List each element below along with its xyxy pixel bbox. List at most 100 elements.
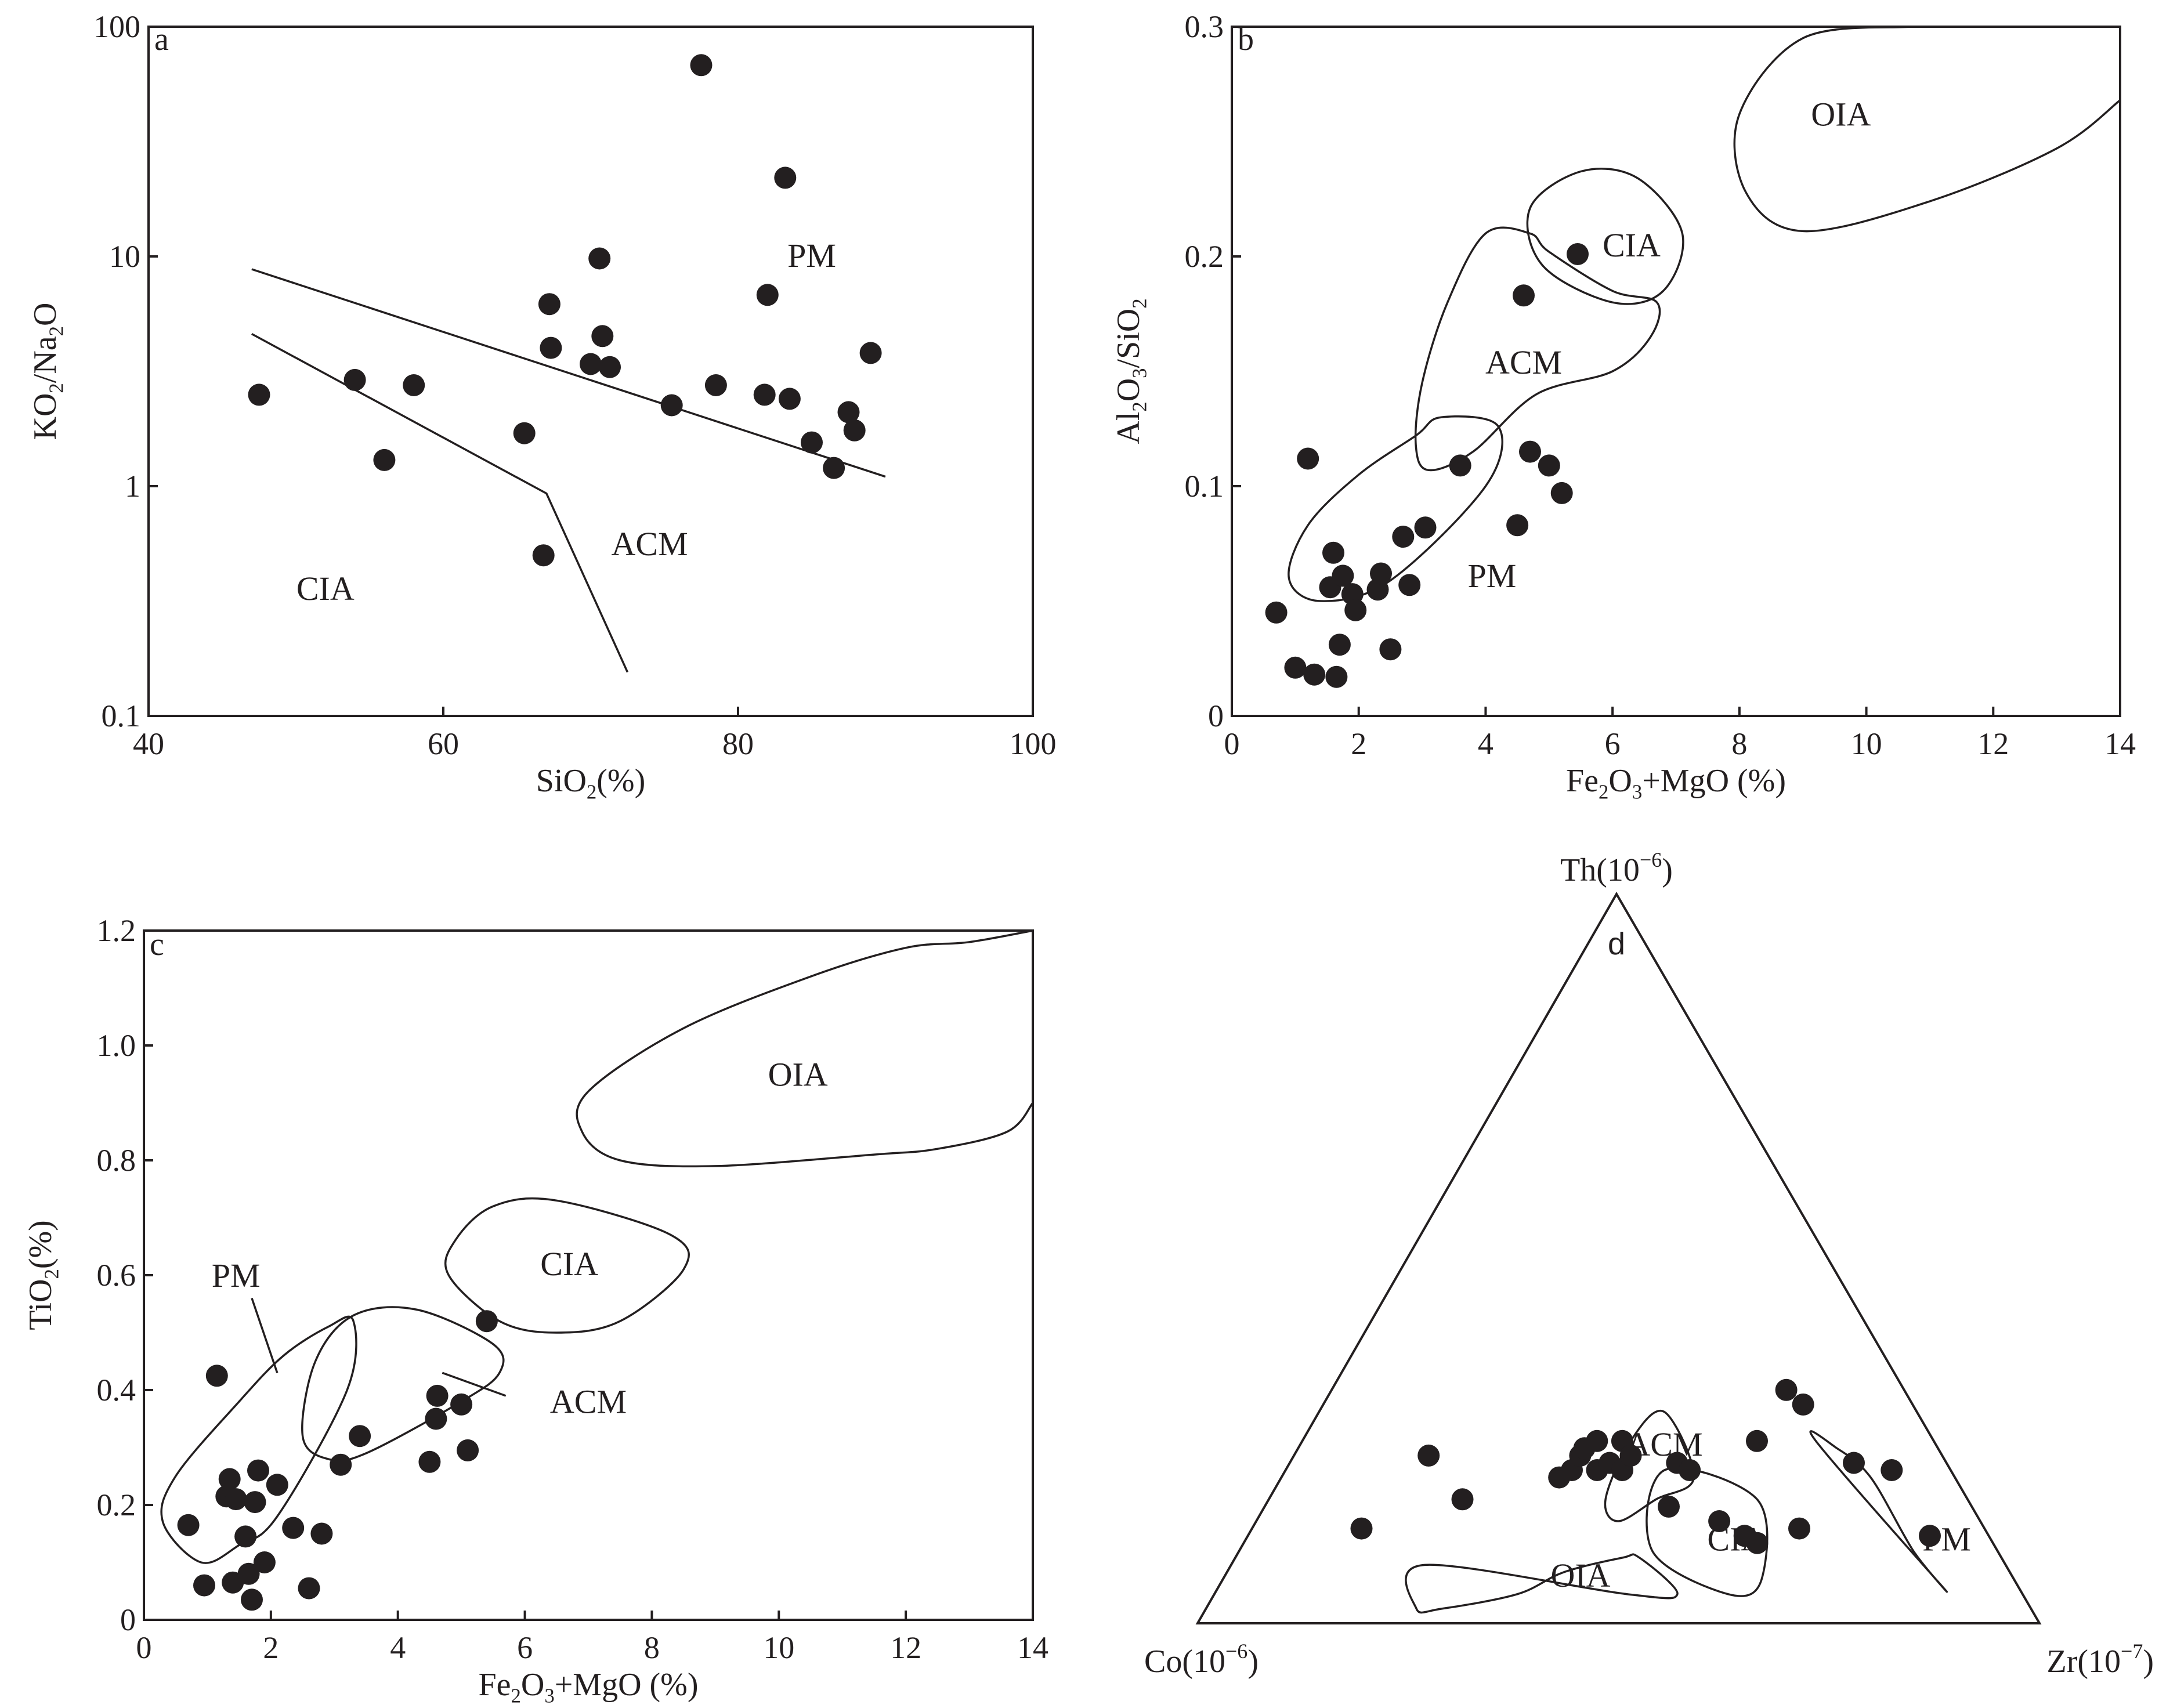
x-tick-label: 2	[263, 1630, 279, 1665]
plot-frame	[1231, 26, 2121, 717]
field-outline-pm	[1809, 1430, 1948, 1593]
data-point	[1506, 514, 1529, 537]
data-point	[756, 284, 779, 306]
y-tick-label: 0.4	[97, 1373, 136, 1407]
field-label-cia: CIA	[540, 1245, 598, 1283]
data-point	[690, 54, 713, 77]
y-tick-label: 1	[125, 469, 140, 504]
boundary-line-lower-boundary	[251, 332, 629, 673]
data-point	[1550, 482, 1573, 504]
plot-frame	[147, 26, 1034, 717]
data-point	[1379, 638, 1402, 661]
data-point	[1392, 526, 1415, 548]
field-label-cia: CIA	[1603, 226, 1661, 264]
x-tick-label: 14	[1017, 1630, 1048, 1665]
data-point	[801, 431, 823, 454]
x-axis-title: Fe2O3+MgO (%)	[1566, 763, 1786, 803]
data-point	[1325, 665, 1348, 688]
x-tick-label: 40	[133, 726, 164, 761]
data-point	[1398, 574, 1421, 596]
panel-c-tio2-vs-fe2o3-mgo: 0 2 4 6 8 10 12 14 0 0.2 0.4 0.6 0.8 1.0 1.2 c Fe2O3+MgO…	[23, 913, 1048, 1707]
panel-letter: c	[150, 927, 164, 962]
data-point	[599, 356, 621, 378]
data-point	[425, 1407, 447, 1430]
panel-letter: b	[1238, 21, 1254, 57]
data-point	[426, 1384, 449, 1407]
ternary-triangle	[1195, 891, 2042, 1624]
data-point	[298, 1577, 320, 1600]
data-point	[1538, 454, 1560, 477]
x-tick-label: 4	[390, 1630, 406, 1665]
x-tick-label: 10	[1851, 726, 1882, 761]
data-point	[403, 374, 425, 396]
data-point	[247, 1459, 269, 1482]
field-label-pm: PM	[212, 1257, 261, 1294]
data-point	[1284, 656, 1307, 679]
panel-letter: d	[1608, 927, 1625, 961]
field-outline-oia	[1405, 1553, 1679, 1614]
data-point	[349, 1425, 371, 1448]
y-tick-label: 1.0	[97, 1028, 136, 1063]
data-point	[282, 1517, 305, 1539]
x-axis-title: Fe2O3+MgO (%)	[479, 1667, 699, 1707]
data-point	[1265, 601, 1288, 624]
boundary-line-upper-boundary	[251, 268, 886, 478]
field-outline-oia	[576, 929, 1034, 1168]
field-label-acm: ACM	[1485, 343, 1562, 381]
data-point	[1449, 454, 1471, 477]
y-tick-label: 0.2	[97, 1488, 136, 1522]
apex-label-left: Co(10−6)	[1144, 1640, 1259, 1680]
field-label-acm: ACM	[612, 525, 688, 563]
y-tick-label: 0.3	[1185, 9, 1224, 44]
y-tick-label: 0.8	[97, 1143, 136, 1178]
label-leader-line	[442, 1372, 507, 1397]
data-point	[1417, 1444, 1440, 1467]
data-point	[244, 1491, 266, 1514]
x-tick-label: 60	[428, 726, 459, 761]
data-point	[778, 388, 801, 410]
field-label-oia: OIA	[1811, 95, 1871, 133]
data-point	[1746, 1532, 1769, 1554]
data-point	[1513, 284, 1535, 307]
data-point	[177, 1514, 200, 1536]
data-point	[418, 1450, 441, 1473]
x-tick-label: 14	[2104, 726, 2136, 761]
y-tick-label: 0.2	[1185, 239, 1224, 274]
x-axis-title: SiO2(%)	[536, 763, 645, 803]
data-point	[1746, 1430, 1768, 1452]
field-outline-acm	[1414, 226, 1661, 472]
apex-label-right: Zr(10−7)	[2047, 1640, 2154, 1680]
field-label-acm: ACM	[550, 1383, 627, 1421]
data-point	[843, 419, 866, 442]
y-axis-title: TiO2(%)	[23, 1220, 63, 1330]
data-point	[373, 448, 396, 471]
data-point	[241, 1588, 263, 1611]
field-outline-pm	[1288, 415, 1503, 602]
data-point	[193, 1574, 215, 1597]
data-point	[253, 1551, 276, 1573]
data-point	[310, 1522, 333, 1545]
x-tick-label: 6	[517, 1630, 533, 1665]
data-point	[450, 1393, 473, 1416]
data-point	[1414, 516, 1437, 539]
data-point	[225, 1488, 247, 1511]
x-tick-label: 0	[136, 1630, 152, 1665]
data-point	[1619, 1444, 1642, 1467]
y-tick-label: 1.2	[97, 913, 136, 948]
field-label-pm: PM	[787, 237, 836, 274]
data-point	[237, 1562, 260, 1585]
y-axis-title: Al2O3/SiO2	[1111, 298, 1151, 444]
field-label-pm: PM	[1467, 557, 1516, 595]
panel-letter: a	[154, 21, 169, 57]
data-point	[774, 167, 797, 189]
x-tick-label: 10	[763, 1630, 794, 1665]
data-point	[1350, 1517, 1373, 1540]
field-outline-acm	[301, 1306, 505, 1462]
data-point	[1344, 599, 1367, 621]
y-tick-label: 0.6	[97, 1258, 136, 1293]
data-point	[1297, 447, 1319, 470]
data-point	[591, 325, 614, 348]
x-tick-label: 80	[722, 726, 754, 761]
data-point	[704, 374, 727, 396]
